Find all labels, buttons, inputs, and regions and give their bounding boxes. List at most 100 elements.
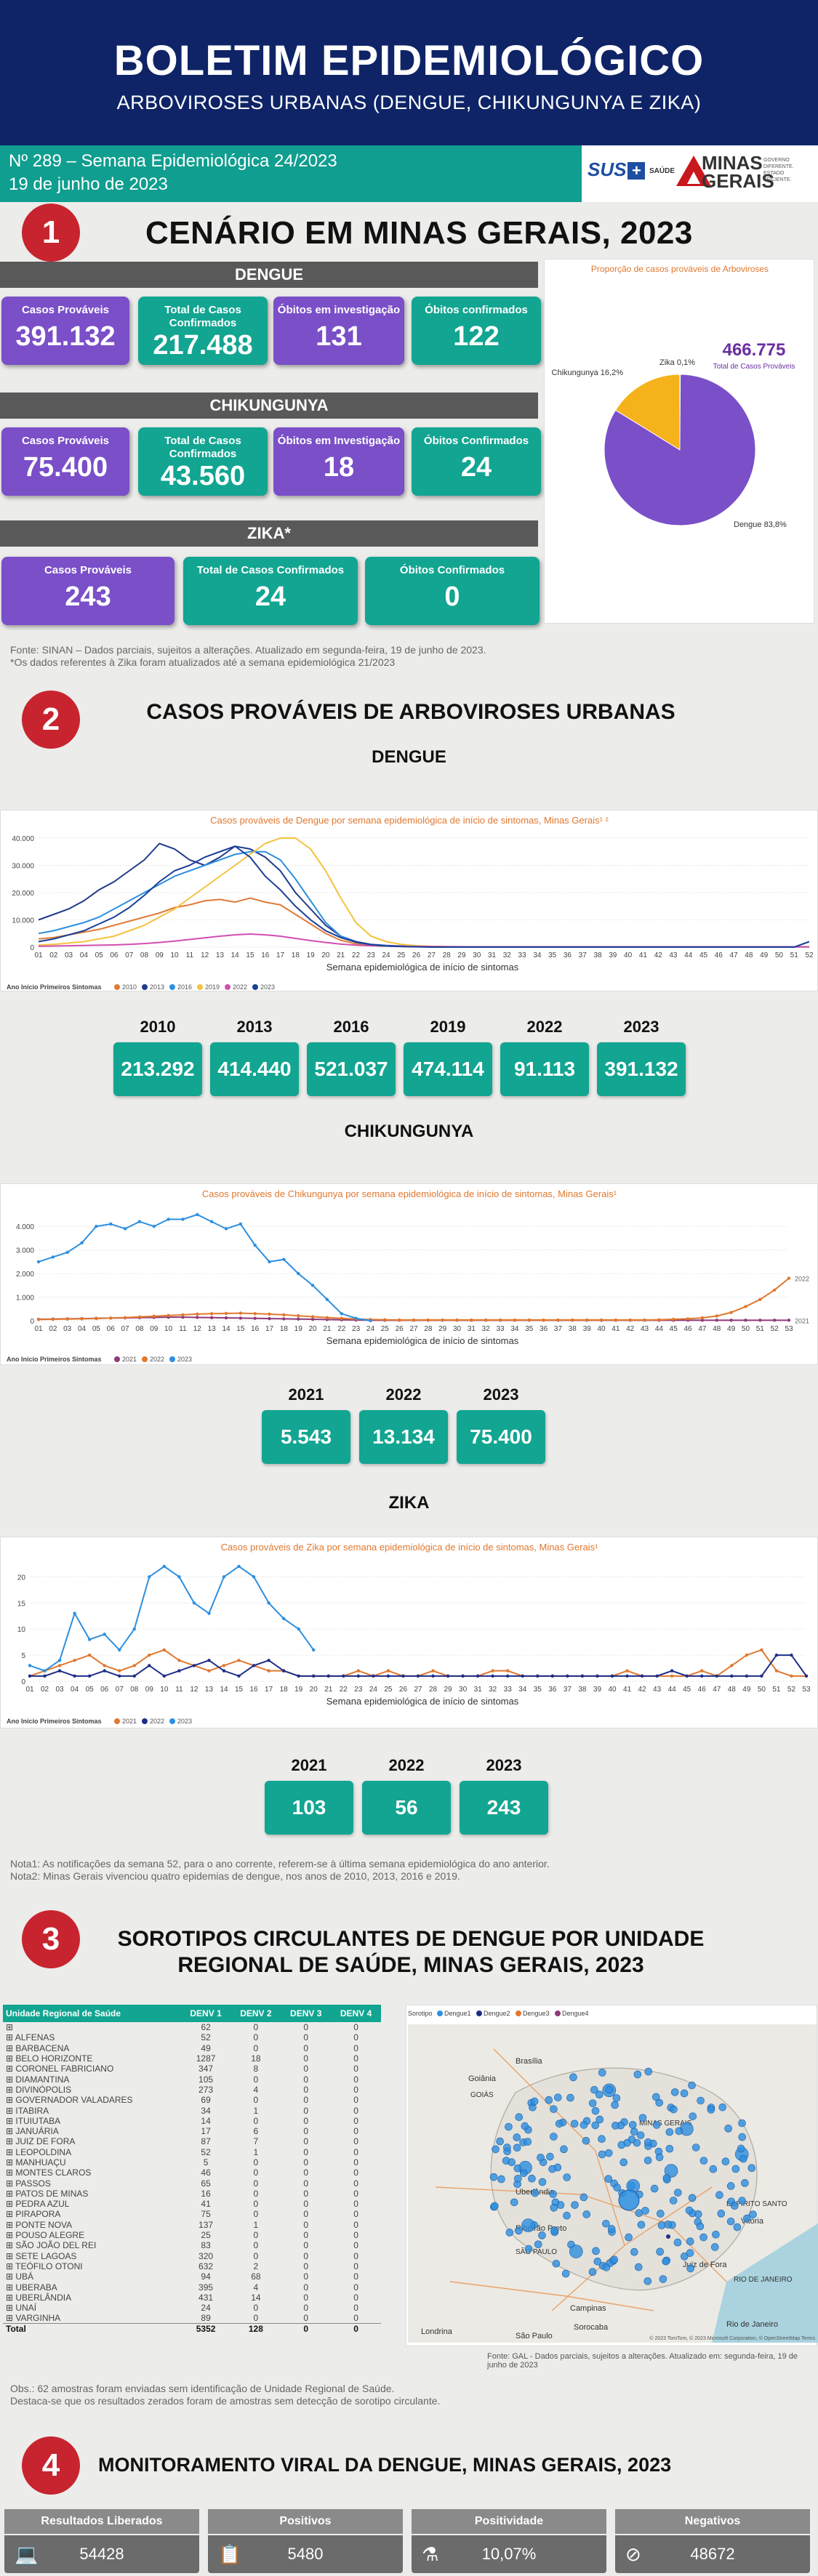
data-point-2021[interactable] (297, 1317, 300, 1321)
data-point-2021[interactable] (237, 1659, 241, 1662)
data-point-2023[interactable] (282, 1257, 286, 1261)
data-point-2022[interactable] (340, 1316, 343, 1320)
data-point-2021[interactable] (87, 1653, 92, 1657)
serotype-dot[interactable] (643, 2277, 652, 2285)
table-row[interactable]: ⊞ JANUÁRIA 17 6 0 0 (3, 2126, 381, 2136)
data-point-2022[interactable] (484, 1318, 488, 1322)
data-point-2023[interactable] (28, 1664, 32, 1667)
serotype-dot[interactable] (508, 2158, 516, 2167)
serotype-dot[interactable] (625, 2233, 633, 2242)
serotype-dot[interactable] (513, 2164, 522, 2173)
serotype-dot[interactable] (699, 2233, 707, 2242)
serotype-dot[interactable] (731, 2165, 740, 2173)
serotype-dot[interactable] (571, 2201, 579, 2209)
legend-entry[interactable]: 2022 (150, 1718, 164, 1725)
data-point-2022[interactable] (386, 1674, 390, 1678)
data-point-2021[interactable] (356, 1669, 361, 1673)
serotype-dot[interactable] (550, 2133, 558, 2141)
data-point-2022[interactable] (730, 1674, 734, 1678)
data-point-2023[interactable] (73, 1611, 76, 1615)
data-point-2023[interactable] (297, 1271, 300, 1276)
data-point-2022[interactable] (252, 1664, 256, 1667)
table-row[interactable]: ⊞ PEDRA AZUL 41 0 0 0 (3, 2199, 381, 2209)
serotype-dot[interactable] (580, 2121, 588, 2129)
data-point-2021[interactable] (118, 1669, 121, 1673)
data-point-2023[interactable] (152, 1225, 156, 1228)
serotype-dot[interactable] (566, 2093, 574, 2102)
serotype-dot[interactable] (657, 2210, 665, 2218)
data-point-2023[interactable] (87, 1638, 92, 1641)
data-point-2022[interactable] (506, 1674, 510, 1678)
data-point-2022[interactable] (73, 1674, 76, 1678)
serotype-dot[interactable] (598, 2069, 606, 2077)
map-legend-entry[interactable]: Dengue2 (484, 2010, 510, 2017)
legend-entry[interactable]: 2019 (205, 983, 220, 991)
serotype-dot[interactable] (741, 2179, 749, 2187)
data-point-2022[interactable] (65, 1317, 69, 1321)
data-point-2022[interactable] (192, 1664, 196, 1667)
serotype-dot[interactable] (747, 2164, 756, 2172)
data-point-2022[interactable] (224, 1311, 228, 1316)
data-point-2022[interactable] (372, 1674, 375, 1678)
data-point-2022[interactable] (566, 1674, 569, 1678)
data-point-2022[interactable] (655, 1674, 659, 1678)
data-point-2022[interactable] (28, 1674, 32, 1678)
data-point-2022[interactable] (774, 1653, 779, 1657)
serotype-dot[interactable] (650, 2184, 659, 2193)
serotype-dot[interactable] (630, 2128, 638, 2136)
table-row[interactable]: ⊞ MANHUAÇU 5 0 0 0 (3, 2157, 381, 2168)
data-point-2022[interactable] (87, 1674, 92, 1678)
data-point-2022[interactable] (103, 1669, 106, 1673)
data-point-2022[interactable] (426, 1318, 430, 1322)
table-row[interactable]: ⊞ UBÁ 94 68 0 0 (3, 2271, 381, 2282)
data-point-2021[interactable] (207, 1669, 211, 1673)
map-legend-entry[interactable]: Dengue4 (562, 2010, 589, 2017)
data-point-2022[interactable] (461, 1674, 465, 1678)
serotype-dot[interactable] (602, 2263, 611, 2271)
serotype-dot[interactable] (515, 2226, 523, 2235)
serotype-dot[interactable] (721, 2157, 730, 2166)
table-row[interactable]: ⊞ MONTES CLAROS 46 0 0 0 (3, 2168, 381, 2178)
serotype-dot[interactable] (709, 2165, 718, 2173)
data-point-2022[interactable] (476, 1674, 480, 1678)
data-point-2021[interactable] (310, 1317, 315, 1321)
data-point-2023[interactable] (181, 1217, 185, 1221)
serotype-dot[interactable] (590, 2085, 598, 2094)
data-point-2022[interactable] (672, 1317, 675, 1321)
data-point-2021[interactable] (745, 1653, 749, 1657)
data-point-2022[interactable] (268, 1312, 271, 1316)
serotype-dot[interactable] (673, 2238, 682, 2247)
data-point-2021[interactable] (282, 1317, 286, 1321)
legend-entry[interactable]: 2022 (150, 1356, 164, 1363)
data-point-2022[interactable] (181, 1313, 185, 1317)
data-point-2022[interactable] (325, 1316, 329, 1319)
series-line-2013[interactable] (38, 842, 809, 948)
series-line-2023[interactable] (38, 845, 810, 948)
data-point-2023[interactable] (51, 1255, 55, 1259)
data-point-2021[interactable] (670, 1674, 674, 1678)
data-point-2023[interactable] (312, 1648, 316, 1652)
serotype-dot[interactable] (604, 2175, 613, 2183)
serotype-dot[interactable] (598, 2135, 606, 2144)
data-point-2022[interactable] (118, 1674, 121, 1678)
serotype-dot[interactable] (505, 2229, 514, 2237)
data-point-2023[interactable] (192, 1601, 196, 1605)
data-point-2022[interactable] (700, 1316, 705, 1320)
data-point-2022[interactable] (790, 1653, 793, 1657)
legend-entry[interactable]: 2023 (177, 1356, 192, 1363)
data-point-2023[interactable] (148, 1575, 151, 1579)
serotype-dot[interactable] (521, 2122, 529, 2130)
serotype-dot[interactable] (688, 2081, 696, 2090)
data-point-2022[interactable] (312, 1674, 316, 1678)
data-point-2022[interactable] (80, 1317, 84, 1321)
serotype-dot[interactable] (510, 2198, 518, 2207)
table-row[interactable]: ⊞ PATOS DE MINAS 16 0 0 0 (3, 2189, 381, 2199)
serotype-dot[interactable] (550, 2204, 558, 2212)
data-point-2023[interactable] (95, 1225, 98, 1228)
table-header[interactable]: DENV 1 (180, 2005, 231, 2022)
data-point-2021[interactable] (177, 1659, 181, 1662)
serotype-dot[interactable] (524, 2138, 532, 2146)
serotype-dot[interactable] (537, 2154, 545, 2162)
serotype-dot[interactable] (675, 2127, 683, 2136)
serotype-dot[interactable] (492, 2145, 500, 2154)
